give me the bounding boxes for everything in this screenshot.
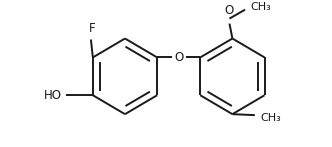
- Text: O: O: [225, 4, 234, 17]
- Text: F: F: [89, 21, 95, 35]
- Text: CH₃: CH₃: [250, 2, 271, 12]
- Text: O: O: [174, 51, 183, 64]
- Text: CH₃: CH₃: [261, 113, 282, 123]
- Text: HO: HO: [43, 89, 62, 102]
